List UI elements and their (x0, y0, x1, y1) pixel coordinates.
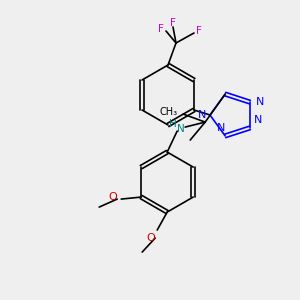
Text: F: F (170, 18, 176, 28)
Text: N: N (217, 123, 225, 133)
Text: CH₃: CH₃ (159, 107, 177, 117)
Text: N: N (198, 110, 206, 120)
Text: F: F (158, 24, 164, 34)
Text: O: O (147, 233, 156, 243)
Text: N: N (256, 97, 264, 107)
Text: H: H (169, 119, 177, 129)
Text: N: N (177, 124, 185, 134)
Text: F: F (196, 26, 202, 36)
Text: N: N (254, 115, 262, 125)
Text: O: O (109, 192, 118, 202)
